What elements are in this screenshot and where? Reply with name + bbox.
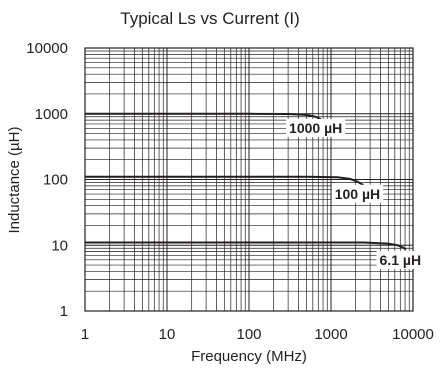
series-labels: 1000 µH 100 µH 6.1 µH xyxy=(286,119,425,270)
y-axis-label: Inductance (µH) xyxy=(6,126,23,233)
series-label-background xyxy=(331,184,384,203)
plot-frame xyxy=(84,47,414,312)
x-tick-label: 10 xyxy=(159,326,176,343)
x-tick-label: 100 xyxy=(236,326,261,343)
y-tick-label: 1000 xyxy=(35,106,68,123)
series-label-background xyxy=(376,251,425,270)
series-label: 100 µH xyxy=(335,186,380,202)
x-tick-label: 10000 xyxy=(392,326,434,343)
x-tick-labels: 1 10 100 1000 10000 xyxy=(81,326,434,343)
x-tick-label: 1000 xyxy=(314,326,347,343)
grid xyxy=(84,48,413,312)
y-tick-label: 100 xyxy=(43,172,68,189)
y-tick-labels: 10000 1000 100 10 1 xyxy=(26,40,68,320)
x-tick-label: 1 xyxy=(81,326,89,343)
series-group xyxy=(85,112,407,251)
series-label: 6.1 µH xyxy=(380,252,422,268)
series-line xyxy=(85,241,407,251)
y-tick-label: 1 xyxy=(60,303,68,320)
y-tick-label: 10 xyxy=(51,237,68,254)
series-label: 1000 µH xyxy=(289,120,342,136)
chart-title: Typical Ls vs Current (I) xyxy=(120,9,300,28)
x-axis-label: Frequency (MHz) xyxy=(191,348,307,365)
series-label-background xyxy=(286,119,346,138)
series-line xyxy=(85,112,322,121)
series-line xyxy=(85,175,365,187)
y-tick-label: 10000 xyxy=(26,40,68,57)
